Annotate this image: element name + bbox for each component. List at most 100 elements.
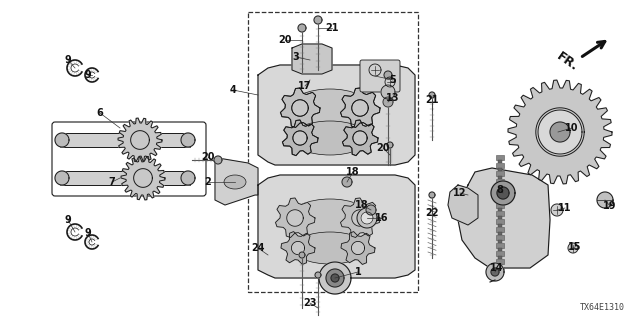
Polygon shape	[280, 88, 320, 127]
Text: 9: 9	[65, 215, 72, 225]
Text: 21: 21	[425, 95, 439, 105]
Polygon shape	[293, 131, 307, 145]
Polygon shape	[314, 16, 322, 24]
Text: 8: 8	[497, 185, 504, 195]
Polygon shape	[280, 88, 320, 127]
Polygon shape	[536, 108, 584, 156]
Bar	[496, 203, 504, 208]
Text: 21: 21	[325, 23, 339, 33]
Polygon shape	[281, 232, 315, 264]
Text: 20: 20	[201, 152, 215, 162]
Polygon shape	[340, 198, 380, 237]
Polygon shape	[340, 88, 380, 127]
Polygon shape	[340, 88, 380, 127]
Ellipse shape	[291, 121, 369, 155]
Ellipse shape	[224, 175, 246, 189]
Polygon shape	[357, 208, 377, 228]
Bar	[498, 272, 502, 275]
Text: 12: 12	[453, 188, 467, 198]
Polygon shape	[342, 120, 378, 156]
Bar	[496, 187, 504, 192]
Polygon shape	[292, 100, 308, 116]
Bar	[496, 171, 504, 176]
Polygon shape	[497, 187, 509, 199]
Text: 10: 10	[565, 123, 579, 133]
Bar	[496, 195, 504, 200]
Polygon shape	[299, 252, 305, 258]
Polygon shape	[214, 156, 222, 164]
Polygon shape	[361, 212, 373, 224]
Polygon shape	[60, 171, 190, 185]
Polygon shape	[341, 232, 375, 264]
Bar	[496, 211, 504, 216]
Bar	[498, 200, 502, 203]
Polygon shape	[118, 118, 162, 162]
FancyBboxPatch shape	[360, 60, 400, 92]
Bar	[498, 160, 502, 163]
Text: 9: 9	[84, 228, 92, 238]
Ellipse shape	[289, 199, 371, 237]
Polygon shape	[568, 243, 578, 253]
Polygon shape	[353, 131, 367, 145]
Polygon shape	[486, 263, 504, 281]
Polygon shape	[282, 120, 318, 156]
Bar	[498, 264, 502, 267]
Polygon shape	[292, 100, 308, 116]
Polygon shape	[458, 168, 550, 268]
Text: 1: 1	[355, 267, 362, 277]
Polygon shape	[381, 85, 395, 99]
Bar	[498, 192, 502, 195]
Polygon shape	[538, 110, 582, 154]
Text: 9: 9	[84, 70, 92, 80]
Bar	[498, 216, 502, 219]
Text: 15: 15	[568, 242, 582, 252]
Text: 16: 16	[375, 213, 388, 223]
Text: 20: 20	[278, 35, 292, 45]
Polygon shape	[258, 65, 415, 165]
Polygon shape	[275, 198, 315, 237]
Polygon shape	[369, 64, 381, 76]
Polygon shape	[291, 241, 305, 255]
Bar	[498, 176, 502, 179]
Text: 3: 3	[292, 52, 300, 62]
Text: 23: 23	[303, 298, 317, 308]
Bar	[498, 256, 502, 259]
Bar	[496, 259, 504, 264]
Bar	[498, 208, 502, 211]
Text: 5: 5	[390, 75, 396, 85]
Polygon shape	[181, 171, 195, 185]
Text: 13: 13	[387, 93, 400, 103]
Bar	[496, 219, 504, 224]
Polygon shape	[387, 142, 393, 148]
Text: 2: 2	[205, 177, 211, 187]
Polygon shape	[293, 131, 307, 145]
Bar	[498, 224, 502, 227]
Polygon shape	[491, 181, 515, 205]
Bar	[248, 12, 418, 292]
Text: 22: 22	[425, 208, 439, 218]
Text: 24: 24	[252, 243, 265, 253]
Polygon shape	[429, 92, 435, 98]
Text: 9: 9	[65, 55, 72, 65]
Text: TX64E1310: TX64E1310	[580, 303, 625, 312]
Polygon shape	[352, 100, 368, 116]
Polygon shape	[60, 133, 190, 147]
Bar	[496, 267, 504, 272]
Polygon shape	[351, 241, 365, 255]
Polygon shape	[282, 120, 318, 156]
Polygon shape	[491, 268, 499, 276]
Polygon shape	[551, 204, 563, 216]
Bar	[496, 227, 504, 232]
Polygon shape	[292, 44, 332, 74]
Text: FR.: FR.	[554, 50, 580, 74]
Bar	[496, 251, 504, 256]
Polygon shape	[121, 156, 165, 200]
Bar	[498, 168, 502, 171]
Bar	[496, 243, 504, 248]
Text: 7: 7	[109, 177, 115, 187]
Text: 11: 11	[558, 203, 572, 213]
Bar	[496, 235, 504, 240]
Polygon shape	[326, 269, 344, 287]
Text: 4: 4	[230, 85, 236, 95]
Ellipse shape	[289, 89, 371, 127]
